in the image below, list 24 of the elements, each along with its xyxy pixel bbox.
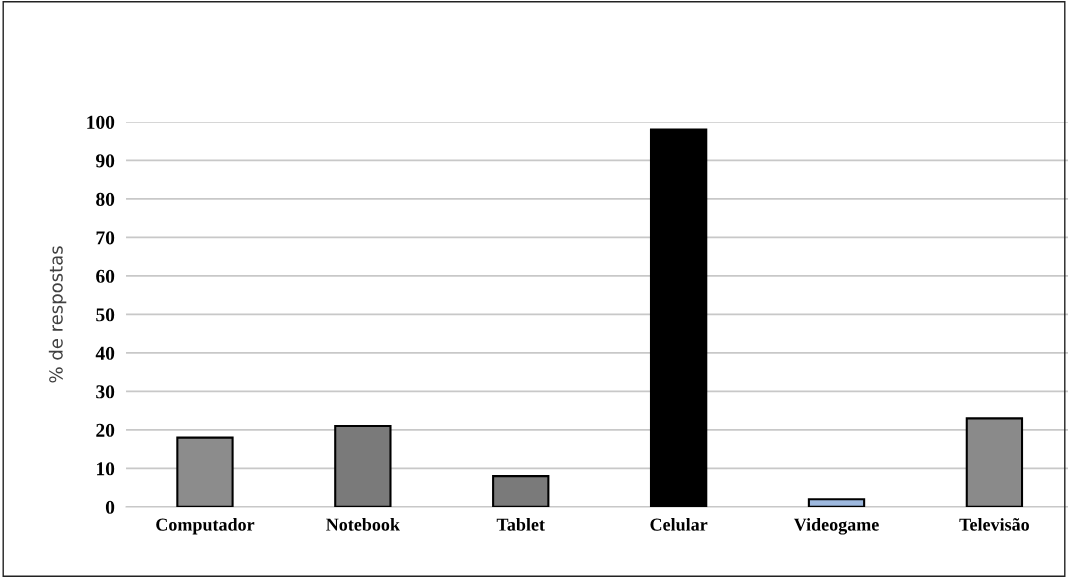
- y-tick-label: 100: [87, 115, 115, 129]
- y-tick-label: 80: [96, 192, 115, 206]
- y-tick-label: 90: [96, 154, 115, 168]
- x-tick-label: Videogame: [793, 518, 879, 535]
- bar: [965, 417, 1024, 507]
- y-tick-label: 10: [97, 462, 115, 476]
- bar: [176, 436, 234, 507]
- y-tick-label: 50: [96, 308, 115, 322]
- y-tick-label: 40: [95, 346, 115, 360]
- bar: [649, 128, 708, 507]
- x-tick-label: Celular: [650, 518, 708, 531]
- y-tick-label: 70: [96, 231, 115, 245]
- x-tick-label: Televisão: [959, 517, 1029, 531]
- bar: [807, 498, 866, 507]
- y-tick-label: 0: [105, 500, 115, 514]
- bar: [334, 425, 392, 507]
- y-tick-label: 30: [96, 385, 115, 399]
- x-tick-label: Notebook: [326, 518, 400, 531]
- y-axis-title: % de respostas: [48, 246, 67, 383]
- y-tick-label: 20: [96, 423, 115, 437]
- x-tick-label: Tablet: [496, 518, 545, 531]
- x-tick-label: Computador: [156, 518, 255, 535]
- bar: [492, 475, 550, 507]
- y-tick-label: 60: [96, 269, 115, 283]
